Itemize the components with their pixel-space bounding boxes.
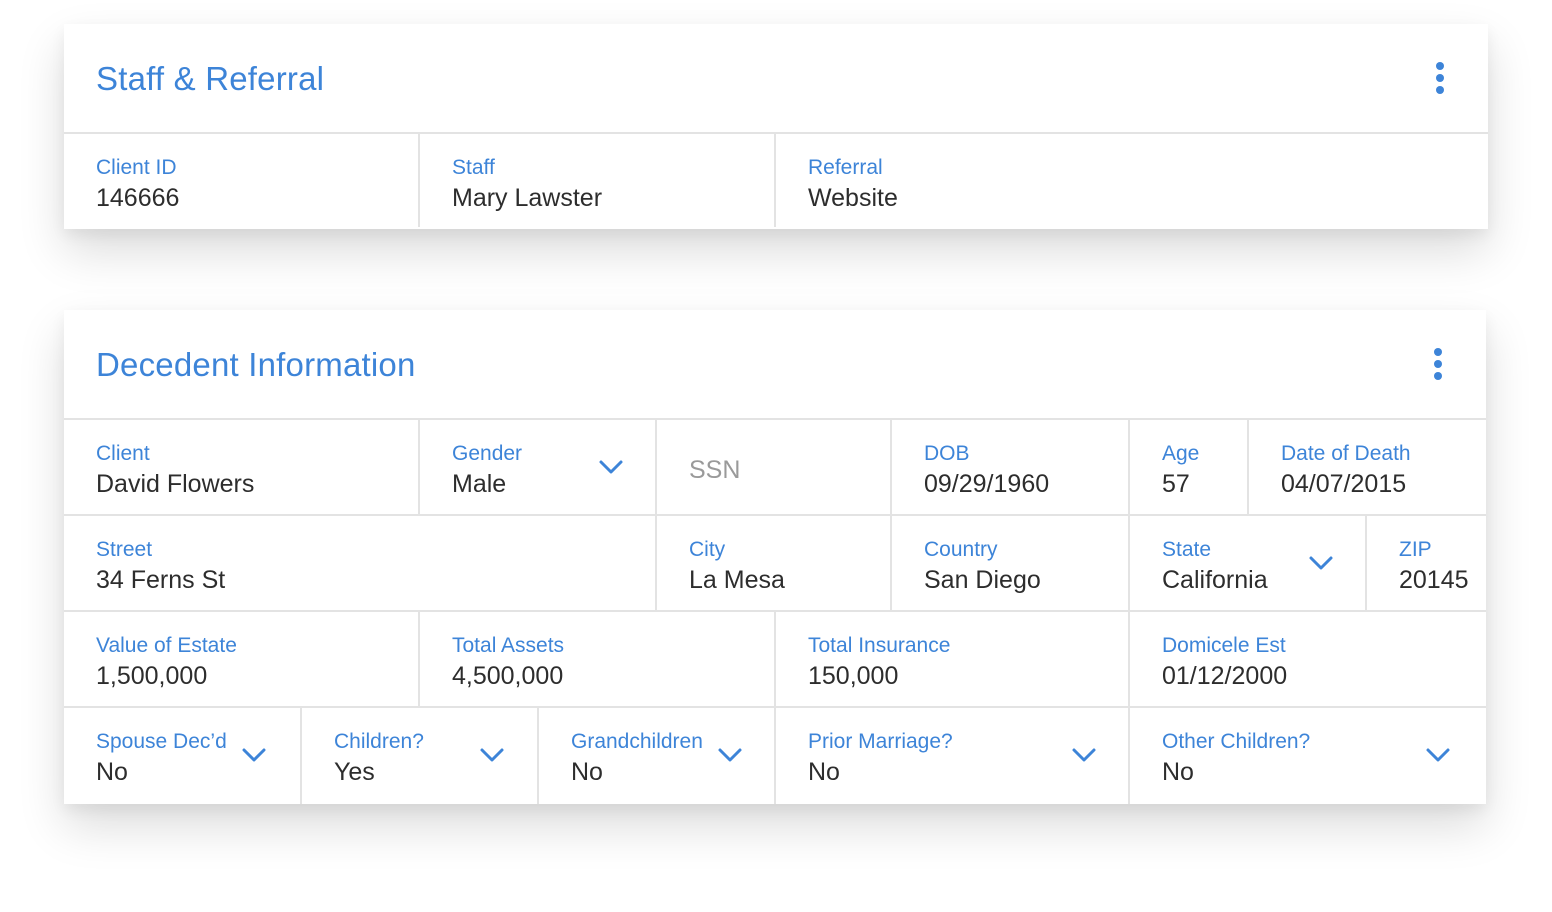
field-label: Country	[924, 538, 998, 561]
ssn-placeholder: SSN	[689, 456, 741, 484]
chevron-down-icon[interactable]	[241, 746, 267, 764]
field-label: Value of Estate	[96, 634, 237, 657]
dob-field[interactable]: DOB 09/29/1960	[890, 420, 1129, 514]
field-value: No	[808, 758, 840, 786]
children-select[interactable]: Children? Yes	[300, 708, 538, 804]
field-label: Total Assets	[452, 634, 565, 657]
age-field[interactable]: Age 57	[1128, 420, 1248, 514]
field-label: Client	[96, 442, 150, 465]
field-value: Mary Lawster	[452, 184, 603, 212]
street-field[interactable]: Street 34 Ferns St	[64, 516, 657, 610]
zip-field[interactable]: ZIP 20145	[1365, 516, 1486, 610]
field-value: Male	[452, 470, 507, 498]
field-label: Grandchildren	[571, 730, 703, 753]
decedent-header: Decedent Information	[64, 310, 1486, 420]
field-label: City	[689, 538, 726, 561]
ssn-field[interactable]: SSN	[655, 420, 892, 514]
field-value: 09/29/1960	[924, 470, 1050, 498]
other-children-select[interactable]: Other Children? No	[1128, 708, 1486, 804]
grandchildren-select[interactable]: Grandchildren No	[537, 708, 775, 804]
field-label: Age	[1162, 442, 1200, 465]
staff-referral-header: Staff & Referral	[64, 24, 1488, 134]
chevron-down-icon[interactable]	[598, 458, 624, 476]
field-value: 34 Ferns St	[96, 566, 226, 594]
field-label: Street	[96, 538, 153, 561]
field-value: 150,000	[808, 662, 899, 690]
field-value: No	[96, 758, 128, 786]
decedent-row-1: Client David Flowers Gender Male SSN DOB…	[64, 420, 1486, 516]
field-label: Staff	[452, 156, 495, 179]
field-value: 20145	[1399, 566, 1469, 594]
field-value: La Mesa	[689, 566, 785, 594]
field-value: 04/07/2015	[1281, 470, 1407, 498]
field-label: Date of Death	[1281, 442, 1411, 465]
value-of-estate-field[interactable]: Value of Estate 1,500,000	[64, 612, 420, 706]
field-label: Spouse Dec’d	[96, 730, 227, 753]
decedent-row-3: Value of Estate 1,500,000 Total Assets 4…	[64, 612, 1486, 708]
domicele-est-field[interactable]: Domicele Est 01/12/2000	[1128, 612, 1486, 706]
field-value: 4,500,000	[452, 662, 564, 690]
prior-marriage-select[interactable]: Prior Marriage? No	[774, 708, 1129, 804]
field-label: Other Children?	[1162, 730, 1311, 753]
staff-field[interactable]: Staff Mary Lawster	[418, 134, 774, 227]
field-value: Website	[808, 184, 898, 212]
chevron-down-icon[interactable]	[479, 746, 505, 764]
field-label: Prior Marriage?	[808, 730, 953, 753]
staff-referral-row: Client ID 146666 Staff Mary Lawster Refe…	[64, 134, 1488, 227]
field-label: Client ID	[96, 156, 177, 179]
chevron-down-icon[interactable]	[717, 746, 743, 764]
more-vert-icon[interactable]	[1428, 60, 1452, 98]
date-of-death-field[interactable]: Date of Death 04/07/2015	[1247, 420, 1486, 514]
chevron-down-icon[interactable]	[1071, 746, 1097, 764]
field-label: Total Insurance	[808, 634, 951, 657]
field-value: No	[1162, 758, 1194, 786]
decedent-row-4: Spouse Dec’d No Children? Yes Grandchild…	[64, 708, 1486, 804]
field-value: Yes	[334, 758, 375, 786]
country-field[interactable]: Country San Diego	[890, 516, 1129, 610]
staff-referral-card: Staff & Referral Client ID 146666 Staff …	[64, 24, 1488, 229]
more-vert-icon[interactable]	[1426, 346, 1450, 384]
field-label: Gender	[452, 442, 523, 465]
chevron-down-icon[interactable]	[1425, 746, 1451, 764]
decedent-title: Decedent Information	[96, 346, 416, 383]
gender-select[interactable]: Gender Male	[418, 420, 656, 514]
spouse-decd-select[interactable]: Spouse Dec’d No	[64, 708, 301, 804]
chevron-down-icon[interactable]	[1308, 554, 1334, 572]
total-assets-field[interactable]: Total Assets 4,500,000	[418, 612, 774, 706]
client-field[interactable]: Client David Flowers	[64, 420, 420, 514]
field-label: Referral	[808, 156, 883, 179]
field-value: 146666	[96, 184, 180, 212]
field-value: 1,500,000	[96, 662, 208, 690]
referral-field[interactable]: Referral Website	[774, 134, 1488, 227]
staff-referral-title: Staff & Referral	[96, 60, 325, 97]
city-field[interactable]: City La Mesa	[655, 516, 892, 610]
field-value: California	[1162, 566, 1268, 594]
state-select[interactable]: State California	[1128, 516, 1366, 610]
field-label: Domicele Est	[1162, 634, 1286, 657]
field-value: David Flowers	[96, 470, 255, 498]
field-label: Children?	[334, 730, 424, 753]
field-label: ZIP	[1399, 538, 1432, 561]
total-insurance-field[interactable]: Total Insurance 150,000	[774, 612, 1129, 706]
field-value: 01/12/2000	[1162, 662, 1288, 690]
field-value: 57	[1162, 470, 1190, 498]
field-value: No	[571, 758, 603, 786]
client-id-field[interactable]: Client ID 146666	[64, 134, 420, 227]
field-label: State	[1162, 538, 1212, 561]
field-value: San Diego	[924, 566, 1041, 594]
field-label: DOB	[924, 442, 970, 465]
decedent-information-card: Decedent Information Client David Flower…	[64, 310, 1486, 804]
decedent-row-2: Street 34 Ferns St City La Mesa Country …	[64, 516, 1486, 612]
